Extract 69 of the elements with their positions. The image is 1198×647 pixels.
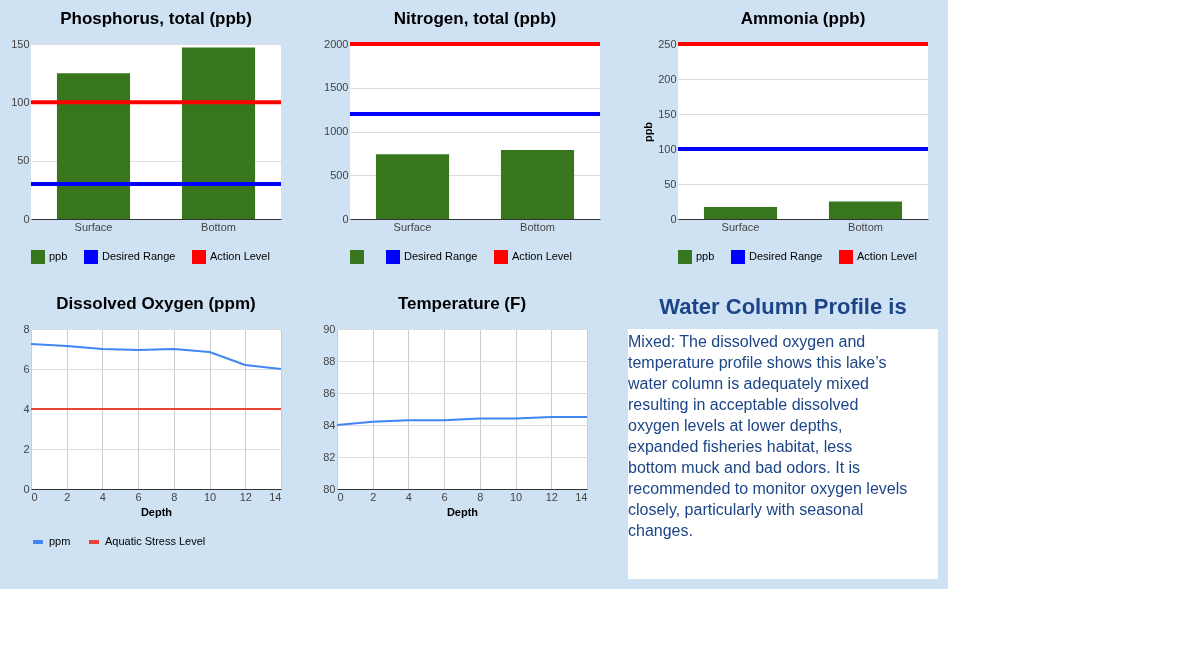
x-tick-label: 10: [509, 490, 523, 503]
legend-label: Action Level: [512, 250, 572, 262]
y-tick-label: 84: [323, 418, 336, 431]
x-tick-label: 4: [99, 490, 106, 503]
y-tick-label: 1000: [324, 125, 349, 137]
x-tick-label: 10: [203, 490, 217, 503]
y-tick-label: 0: [342, 212, 349, 225]
y-tick-label: 100: [658, 142, 677, 155]
chart-title: Nitrogen, total (ppb): [393, 9, 557, 28]
x-tick-label: Bottom: [520, 220, 555, 233]
x-tick-label: Surface: [721, 220, 760, 233]
legend-label: ppb: [696, 250, 715, 262]
legend-label: ppm: [49, 535, 71, 547]
y-tick-label: 0: [23, 482, 30, 495]
y-tick-label: 0: [670, 212, 677, 225]
text: Mixed: The dissolved oxygen and temperature profile shows this lake’s water column is adequately mixed resulting in acceptable dissolved oxygen levels at lower depths, expanded fisheries habitat, less bottom muck and bad odors. It is recommended to monitor oxygen levels closely, particularly with seasonal changes.: [628, 333, 908, 539]
y-tick-label: 500: [330, 168, 349, 181]
chart-title: Temperature (F): [397, 294, 527, 313]
x-tick-label: 6: [441, 490, 448, 503]
x-tick-label: 14: [269, 490, 282, 503]
x-tick-label: 2: [370, 490, 377, 503]
y-tick-label: 0: [23, 212, 30, 225]
legend-label: Action Level: [210, 250, 270, 262]
y-tick-label: 50: [17, 154, 30, 167]
chart-title: Phosphorus, total (ppb): [60, 9, 252, 28]
line-series: [336, 416, 588, 426]
y-tick-label: 90: [323, 322, 336, 335]
y-tick-label: 150: [11, 37, 30, 50]
x-tick-label: Surface: [74, 220, 113, 233]
y-tick-label: 80: [323, 482, 336, 495]
y-tick-label: 150: [658, 107, 677, 120]
y-tick-label: 86: [323, 386, 336, 399]
x-tick-label: 12: [239, 490, 252, 503]
y-tick-label: 50: [664, 177, 677, 190]
chart-title: Dissolved Oxygen (ppm): [56, 294, 256, 313]
y-tick-label: 88: [323, 354, 336, 367]
x-tick-label: Bottom: [848, 220, 883, 233]
y-tick-label: 8: [23, 322, 30, 335]
y-tick-label: 250: [658, 37, 677, 50]
legend-label: Desired Range: [749, 250, 823, 262]
y-tick-label: 82: [323, 450, 336, 463]
y-tick-label: 6: [23, 362, 30, 375]
x-tick-label: 0: [31, 490, 38, 503]
x-axis-title: Depth: [446, 505, 479, 518]
legend-label: Desired Range: [102, 250, 176, 262]
y-tick-label: 2: [23, 442, 30, 455]
text: Water Column Profile is: [659, 294, 907, 319]
y-tick-label: 200: [658, 72, 677, 85]
x-tick-label: 8: [171, 490, 178, 503]
chart-title: Ammonia (ppb): [740, 9, 866, 28]
y-tick-label: 1500: [324, 81, 349, 94]
x-tick-label: Bottom: [201, 220, 236, 233]
x-axis-title: Depth: [140, 505, 173, 518]
legend-label: ppb: [49, 250, 68, 262]
x-tick-label: Surface: [393, 220, 432, 233]
y-tick-label: 100: [11, 95, 30, 108]
y-tick-label: 2000: [324, 37, 349, 50]
x-tick-label: 14: [575, 490, 588, 503]
y-axis-title: ppb: [642, 121, 655, 143]
y-tick-label: 4: [23, 402, 30, 415]
x-tick-label: 12: [545, 490, 558, 503]
x-tick-label: 4: [405, 490, 412, 503]
legend-label: Aquatic Stress Level: [105, 535, 206, 547]
line-series: [30, 343, 282, 370]
x-tick-label: 6: [135, 490, 142, 503]
x-tick-label: 2: [64, 490, 71, 503]
x-tick-label: 8: [477, 490, 484, 503]
legend-label: Desired Range: [404, 250, 478, 262]
legend-label: Action Level: [857, 250, 917, 262]
